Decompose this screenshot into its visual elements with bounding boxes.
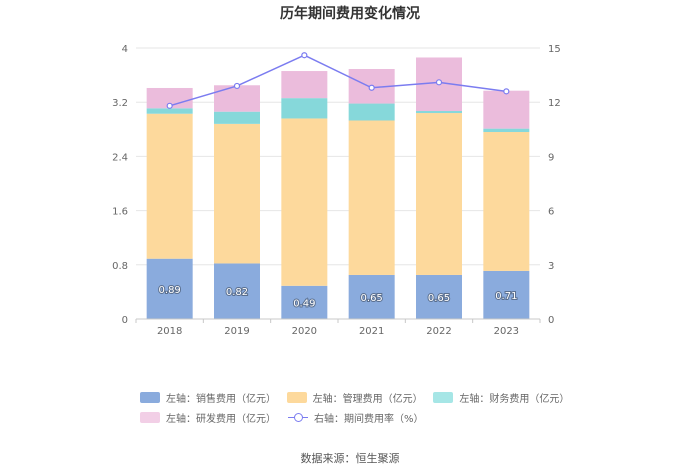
rate-line	[169, 54, 507, 107]
bar-finance	[281, 98, 328, 119]
legend-label-finance: 左轴：财务费用（亿元）	[459, 393, 570, 405]
bar-finance	[146, 108, 193, 114]
right-axis-tick-label: 6	[548, 207, 554, 218]
legend-item-rate[interactable]: 右轴：期间费用率（%）	[288, 410, 424, 425]
legend-item-sales[interactable]: 左轴：销售费用（亿元）	[140, 390, 276, 405]
legend-swatch-sales	[140, 391, 160, 403]
legend-item-admin[interactable]: 左轴：管理费用（亿元）	[286, 390, 423, 405]
x-axis-tick-label: 2022	[426, 326, 451, 337]
bar-finance	[416, 111, 462, 114]
left-axis-tick-label: 0.8	[112, 261, 128, 272]
x-axis-tick-label: 2023	[494, 326, 519, 337]
rate-point	[435, 79, 443, 86]
legend-label-rnd: 左轴：研发费用（亿元）	[166, 413, 276, 425]
x-axis-tick-label: 2020	[292, 326, 317, 337]
bar-rnd	[146, 87, 193, 109]
right-axis-tick-label: 9	[548, 152, 554, 163]
left-axis-tick-label: 1.6	[112, 207, 128, 218]
bar-data-label: 0.65	[428, 293, 450, 304]
bar-sales	[348, 274, 395, 319]
rate-point	[301, 52, 308, 59]
bar-admin	[281, 118, 328, 286]
legend-swatch-finance	[433, 391, 454, 403]
bar-admin	[348, 120, 395, 275]
bar-finance	[214, 111, 260, 124]
legend-label-admin: 左轴：管理费用（亿元）	[312, 393, 423, 405]
bar-data-label: 0.71	[495, 291, 517, 302]
bar-data-label: 0.89	[159, 285, 181, 296]
grid-lines	[136, 47, 540, 320]
bar-sales	[483, 270, 530, 319]
bar-finance	[483, 128, 530, 133]
left-axis-tick-label: 4	[122, 44, 128, 55]
legend-label-sales: 左轴：销售费用（亿元）	[166, 393, 276, 405]
left-axis-tick-label: 3.2	[112, 98, 128, 109]
bar-sales	[146, 258, 193, 319]
legend-swatch-admin	[286, 391, 307, 403]
rate-point	[503, 88, 510, 95]
x-axis-tick-label: 2021	[359, 326, 384, 337]
line-series	[166, 52, 510, 109]
right-axis-tick-label: 0	[548, 315, 554, 326]
bar-rnd	[281, 71, 328, 99]
bar-data-label: 0.49	[293, 298, 315, 309]
rate-point	[166, 102, 173, 109]
right-axis-tick-label: 12	[548, 98, 561, 109]
axes: 0 0.8 1.6 2.4 3.2 4 0 3 6 9 12 15 2018 2019 2020 2021 20…	[112, 44, 561, 337]
bar-admin	[146, 113, 193, 259]
bar-sales	[281, 285, 328, 319]
data-source: 数据来源：恒生聚源	[300, 452, 400, 465]
bar-admin	[483, 132, 530, 271]
x-axis-tick-label: 2018	[157, 326, 182, 337]
bar-series: 0.89 0.82 0.49 0.65 0.65 0.71	[146, 57, 530, 319]
x-axis-tick-label: 2019	[224, 326, 249, 337]
right-axis-tick-label: 3	[548, 261, 554, 272]
bar-sales	[214, 263, 260, 319]
left-axis-tick-label: 2.4	[112, 152, 128, 163]
legend-label-rate: 右轴：期间费用率（%）	[314, 413, 424, 425]
legend-swatch-rnd	[140, 411, 160, 423]
bar-data-label: 0.82	[226, 287, 248, 298]
legend: 左轴：销售费用（亿元） 左轴：管理费用（亿元） 左轴：财务费用（亿元） 左轴：研…	[140, 387, 580, 427]
chart-title: 历年期间费用变化情况	[280, 6, 420, 22]
legend-item-finance[interactable]: 左轴：财务费用（亿元）	[433, 390, 570, 405]
bar-rnd	[214, 85, 260, 112]
bar-admin	[214, 123, 260, 264]
right-axis-tick-label: 15	[548, 44, 561, 55]
legend-line-rate-icon	[288, 412, 308, 423]
bar-admin	[416, 113, 462, 275]
left-axis-tick-label: 0	[122, 315, 128, 326]
bar-data-label: 0.65	[361, 293, 383, 304]
rate-point	[233, 82, 241, 90]
bar-sales	[416, 274, 462, 319]
rate-point	[368, 84, 375, 91]
legend-item-rnd[interactable]: 左轴：研发费用（亿元）	[140, 410, 276, 425]
bar-finance	[348, 103, 395, 121]
bar-rnd	[483, 90, 530, 129]
